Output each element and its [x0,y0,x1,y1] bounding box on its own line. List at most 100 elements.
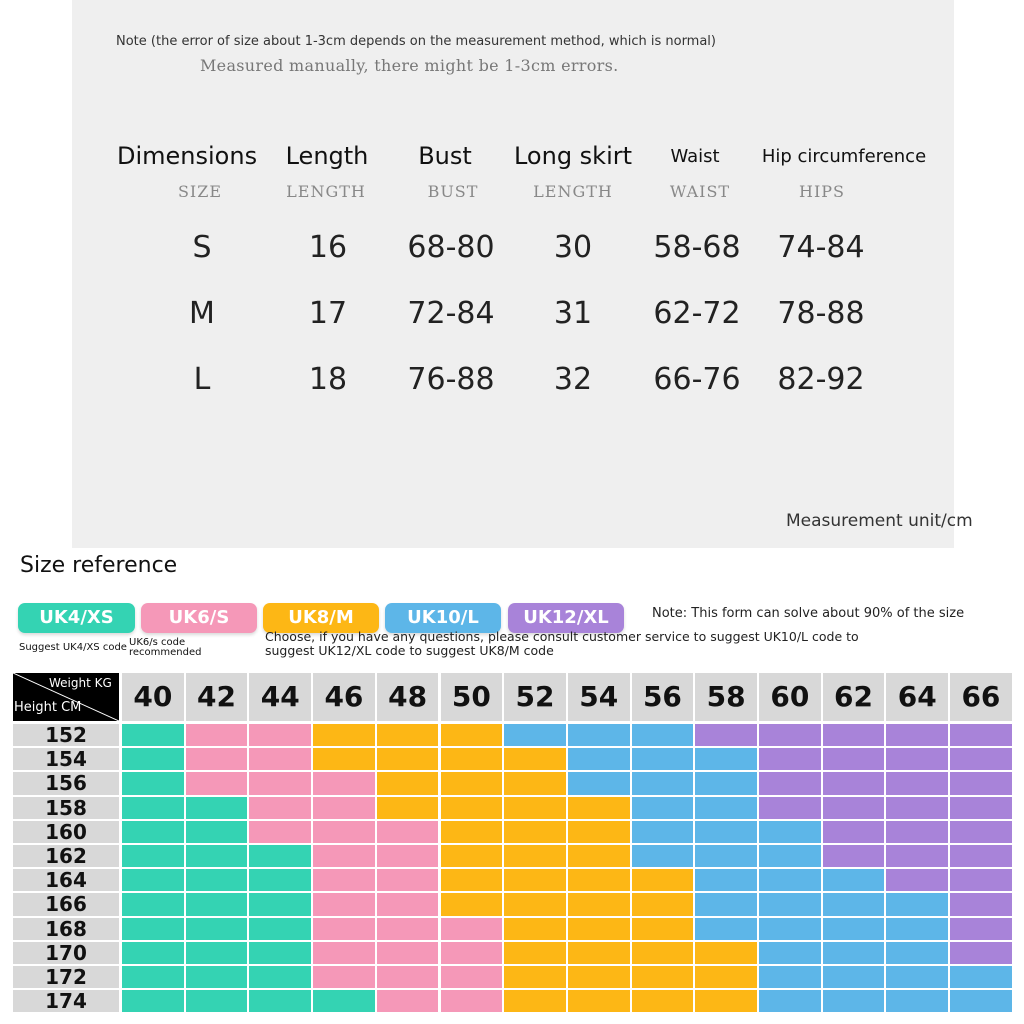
skirt-cell: 31 [553,296,593,331]
size-grid-cell [185,990,248,1013]
size-grid-cell [313,845,375,868]
size-grid-cell [440,772,503,795]
size-grid-cell [822,966,885,989]
size-grid-cell [440,820,503,843]
size-grid-cell [886,966,949,989]
size-form-note: Note: This form can solve about 90% of t… [652,606,965,621]
size-grid-cell [950,966,1012,989]
weight-header: 58 [695,673,757,721]
size-grid-cell [759,796,821,819]
size-grid-cell [504,893,566,916]
col-head-long-skirt: Long skirt [513,142,633,170]
size-grid-cell [440,724,503,747]
weight-header: 42 [185,673,248,721]
size-grid-cell [950,845,1012,868]
weight-header: 44 [249,673,312,721]
error-note: Note (the error of size about 1-3cm depe… [116,34,716,49]
size-grid-cell [822,917,885,940]
badge-uk10-l: UK10/L [385,603,501,633]
size-grid-cell [567,845,630,868]
waist-cell: 58-68 [653,230,741,265]
size-grid-cell [504,941,566,964]
hips-cell: 74-84 [777,230,865,265]
size-grid-cell [249,941,312,964]
consult-note-line1: Choose, if you have any questions, pleas… [265,629,859,644]
col-sub-hips: HIPS [799,182,845,201]
col-sub-waist: WAIST [669,182,731,201]
size-grid-cell [631,845,694,868]
size-grid-cell [504,820,566,843]
waist-cell: 66-76 [653,362,741,397]
size-grid-cell [822,869,885,892]
corner-diagonal [13,673,119,721]
size-grid-cell [440,917,503,940]
size-grid-cell [185,845,248,868]
size-grid-cell [249,724,312,747]
size-grid-cell [695,796,757,819]
size-grid-cell [567,869,630,892]
size-grid-cell [185,966,248,989]
size-grid-cell [313,966,375,989]
size-grid-cell [440,869,503,892]
size-grid-cell [950,772,1012,795]
size-grid-cell [249,869,312,892]
height-header: 158 [13,796,119,819]
size-grid-cell [504,990,566,1013]
size-grid-cell [695,966,757,989]
col-sub-size: SIZE [177,182,223,201]
corner-weight-label: Weight KG [49,676,112,690]
size-grid-cell [950,724,1012,747]
col-sub-skirt-length: LENGTH [533,182,613,201]
size-grid-cell [504,869,566,892]
size-grid-cell [313,917,375,940]
height-header: 152 [13,724,119,746]
size-grid-cell [249,917,312,940]
size-grid-cell [631,990,694,1013]
weight-header: 66 [950,673,1012,721]
size-grid-cell [567,941,630,964]
weight-header: 64 [886,673,949,721]
height-header: 164 [13,869,119,891]
size-grid-cell [504,772,566,795]
size-cell: M [189,296,215,331]
size-grid-cell [950,893,1012,916]
size-grid-cell [440,845,503,868]
size-grid-cell [759,820,821,843]
size-grid-cell [122,990,184,1013]
size-grid-cell [950,917,1012,940]
grid-corner [13,673,119,721]
size-grid-cell [822,990,885,1013]
size-grid-cell [886,893,949,916]
height-header: 172 [13,966,119,988]
skirt-cell: 30 [553,230,593,265]
size-grid-cell [376,748,439,771]
size-grid-cell [249,796,312,819]
size-grid-cell [122,772,184,795]
length-cell: 17 [308,296,348,331]
size-grid-cell [440,966,503,989]
size-grid-cell [950,820,1012,843]
size-grid-cell [695,748,757,771]
size-grid-cell [376,796,439,819]
size-grid-cell [567,990,630,1013]
col-head-hip: Hip circumference [761,146,927,167]
size-grid-cell [695,772,757,795]
size-grid-cell [376,772,439,795]
size-grid-cell [695,941,757,964]
size-grid-cell [822,893,885,916]
badge-uk4-xs: UK4/XS [18,603,135,633]
size-grid-cell [313,748,375,771]
size-grid-cell [376,966,439,989]
size-grid-cell [185,820,248,843]
size-grid-cell [886,869,949,892]
size-grid-cell [122,869,184,892]
size-grid-cell [631,796,694,819]
size-grid-cell [440,941,503,964]
size-grid-cell [567,772,630,795]
size-grid-cell [122,893,184,916]
size-grid-cell [822,724,885,747]
size-grid-cell [376,724,439,747]
size-grid-cell [695,893,757,916]
size-grid-cell [313,796,375,819]
size-grid-cell [631,820,694,843]
